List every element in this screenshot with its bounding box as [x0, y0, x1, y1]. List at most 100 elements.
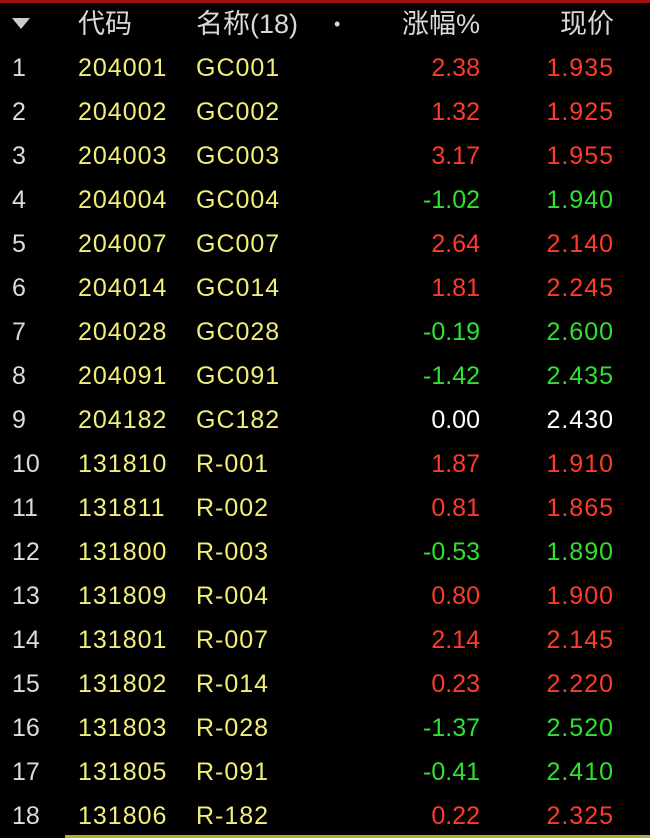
security-name: GC014: [196, 274, 281, 302]
table-row[interactable]: 3 204003 GC003 3.17 1.955: [0, 134, 650, 178]
change-percent: 1.87: [431, 450, 480, 478]
security-name: R-004: [196, 582, 270, 610]
security-name: GC091: [196, 362, 281, 390]
row-index: 4: [12, 186, 26, 214]
security-code: 204028: [78, 318, 168, 346]
security-name: GC028: [196, 318, 281, 346]
security-code: 204002: [78, 98, 168, 126]
security-name: GC001: [196, 54, 281, 82]
security-code: 204182: [78, 406, 168, 434]
header-dot: •: [334, 14, 341, 34]
row-index: 12: [12, 538, 40, 566]
change-percent: 0.00: [431, 406, 480, 434]
table-row[interactable]: 11 131811 R-002 0.81 1.865: [0, 486, 650, 530]
row-index: 7: [12, 318, 26, 346]
change-percent: 0.81: [431, 494, 480, 522]
row-index: 15: [12, 670, 40, 698]
security-code: 204003: [78, 142, 168, 170]
table-row[interactable]: 9 204182 GC182 0.00 2.430: [0, 398, 650, 442]
change-percent: -0.53: [423, 538, 480, 566]
change-percent: -1.37: [423, 714, 480, 742]
current-price: 1.890: [546, 538, 614, 566]
table-row[interactable]: 15 131802 R-014 0.23 2.220: [0, 662, 650, 706]
security-code: 131800: [78, 538, 168, 566]
security-code: 204007: [78, 230, 168, 258]
table-row[interactable]: 6 204014 GC014 1.81 2.245: [0, 266, 650, 310]
change-percent: 2.38: [431, 54, 480, 82]
change-percent: 1.81: [431, 274, 480, 302]
security-code: 204091: [78, 362, 168, 390]
change-percent: -1.02: [423, 186, 480, 214]
current-price: 1.935: [546, 54, 614, 82]
row-index: 2: [12, 98, 26, 126]
table-row[interactable]: 7 204028 GC028 -0.19 2.600: [0, 310, 650, 354]
table-row[interactable]: 12 131800 R-003 -0.53 1.890: [0, 530, 650, 574]
row-index: 11: [12, 494, 38, 522]
table-row[interactable]: 5 204007 GC007 2.64 2.140: [0, 222, 650, 266]
current-price: 2.435: [546, 362, 614, 390]
header-name[interactable]: 名称(18): [196, 9, 299, 39]
security-code: 204014: [78, 274, 168, 302]
current-price: 1.910: [546, 450, 614, 478]
table-row[interactable]: 14 131801 R-007 2.14 2.145: [0, 618, 650, 662]
row-index: 17: [12, 758, 40, 786]
row-index: 18: [12, 802, 40, 830]
table-header: 代码 名称(18) • 涨幅% 现价: [0, 4, 650, 44]
table-row[interactable]: 8 204091 GC091 -1.42 2.435: [0, 354, 650, 398]
header-code[interactable]: 代码: [78, 9, 132, 39]
header-change-pct[interactable]: 涨幅%: [401, 9, 480, 39]
current-price: 2.430: [546, 406, 614, 434]
security-name: GC003: [196, 142, 281, 170]
change-percent: 0.22: [431, 802, 480, 830]
current-price: 1.900: [546, 582, 614, 610]
change-percent: -0.41: [423, 758, 480, 786]
current-price: 1.865: [546, 494, 614, 522]
security-name: R-091: [196, 758, 270, 786]
change-percent: 2.64: [431, 230, 480, 258]
change-percent: -0.19: [423, 318, 480, 346]
row-index: 9: [12, 406, 26, 434]
security-name: R-014: [196, 670, 270, 698]
row-index: 5: [12, 230, 26, 258]
security-code: 131805: [78, 758, 168, 786]
security-name: R-028: [196, 714, 270, 742]
change-percent: 2.14: [431, 626, 480, 654]
current-price: 2.140: [546, 230, 614, 258]
security-name: R-002: [196, 494, 270, 522]
row-index: 14: [12, 626, 40, 654]
row-index: 13: [12, 582, 40, 610]
security-code: 131803: [78, 714, 168, 742]
current-price: 2.520: [546, 714, 614, 742]
current-price: 2.220: [546, 670, 614, 698]
security-code: 204004: [78, 186, 168, 214]
current-price: 1.940: [546, 186, 614, 214]
security-name: R-007: [196, 626, 270, 654]
table-row[interactable]: 18 131806 R-182 0.22 2.325: [0, 794, 650, 838]
security-code: 131801: [78, 626, 168, 654]
table-row[interactable]: 10 131810 R-001 1.87 1.910: [0, 442, 650, 486]
bottom-border: [65, 835, 650, 838]
row-index: 16: [12, 714, 40, 742]
current-price: 2.245: [546, 274, 614, 302]
table-row[interactable]: 13 131809 R-004 0.80 1.900: [0, 574, 650, 618]
table-row[interactable]: 16 131803 R-028 -1.37 2.520: [0, 706, 650, 750]
top-border: [0, 0, 650, 3]
table-row[interactable]: 17 131805 R-091 -0.41 2.410: [0, 750, 650, 794]
security-code: 131811: [78, 494, 166, 522]
security-name: GC182: [196, 406, 281, 434]
sort-down-icon[interactable]: [12, 18, 30, 29]
table-row[interactable]: 4 204004 GC004 -1.02 1.940: [0, 178, 650, 222]
security-name: GC004: [196, 186, 281, 214]
current-price: 1.925: [546, 98, 614, 126]
table-row[interactable]: 2 204002 GC002 1.32 1.925: [0, 90, 650, 134]
security-code: 204001: [78, 54, 168, 82]
table-row[interactable]: 1 204001 GC001 2.38 1.935: [0, 46, 650, 90]
row-index: 3: [12, 142, 26, 170]
security-name: GC007: [196, 230, 281, 258]
current-price: 1.955: [546, 142, 614, 170]
security-code: 131809: [78, 582, 168, 610]
header-price[interactable]: 现价: [560, 9, 614, 39]
security-code: 131806: [78, 802, 168, 830]
change-percent: 3.17: [431, 142, 480, 170]
security-name: R-001: [196, 450, 270, 478]
